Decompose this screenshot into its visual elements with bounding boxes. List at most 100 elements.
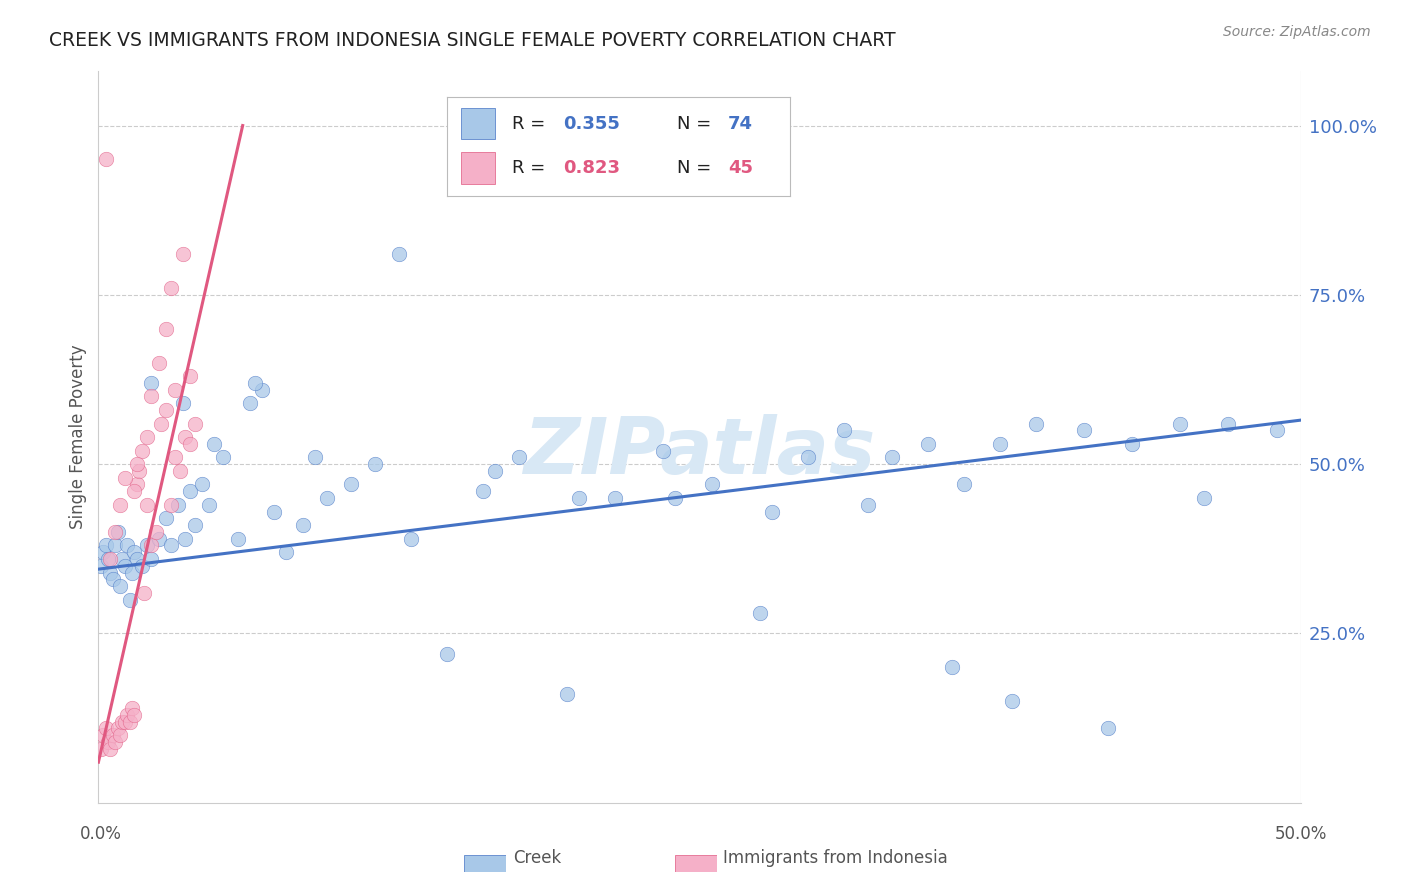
Point — [388, 247, 411, 261]
Point — [135, 538, 157, 552]
Point — [107, 524, 129, 539]
Point — [135, 498, 157, 512]
Point — [131, 558, 153, 573]
Point — [101, 728, 124, 742]
Point — [1001, 694, 1024, 708]
Point — [108, 728, 131, 742]
Point — [250, 383, 273, 397]
Point — [100, 552, 122, 566]
Point — [315, 491, 337, 505]
Point — [364, 457, 387, 471]
Point — [124, 707, 146, 722]
Point — [472, 484, 495, 499]
Text: ZIPatlas: ZIPatlas — [523, 414, 876, 490]
Point — [166, 498, 188, 512]
Point — [212, 450, 235, 465]
Text: Source: ZipAtlas.com: Source: ZipAtlas.com — [1223, 25, 1371, 39]
Point — [97, 735, 120, 749]
Point — [988, 437, 1011, 451]
Point — [856, 498, 879, 512]
Point — [191, 477, 214, 491]
Point — [832, 423, 855, 437]
Point — [1025, 417, 1047, 431]
Point — [118, 592, 141, 607]
Point — [155, 322, 177, 336]
Point — [159, 498, 181, 512]
Point — [149, 417, 172, 431]
Point — [226, 532, 249, 546]
Point — [761, 505, 783, 519]
Point — [1218, 417, 1240, 431]
Point — [274, 545, 297, 559]
Point — [169, 464, 191, 478]
Point — [94, 721, 117, 735]
Point — [118, 714, 141, 729]
Point — [179, 369, 201, 384]
Text: 0.0%: 0.0% — [80, 825, 122, 843]
Point — [953, 477, 976, 491]
Point — [114, 714, 136, 729]
Point — [291, 518, 314, 533]
Point — [121, 566, 143, 580]
Point — [174, 430, 197, 444]
Point — [104, 524, 127, 539]
Point — [1194, 491, 1216, 505]
Point — [796, 450, 818, 465]
Point — [179, 437, 201, 451]
Point — [1265, 423, 1288, 437]
Point — [165, 450, 187, 465]
Point — [124, 545, 146, 559]
Point — [141, 552, 163, 566]
Point — [117, 538, 139, 552]
Point — [97, 552, 120, 566]
Text: 50.0%: 50.0% — [1274, 825, 1327, 843]
Point — [117, 707, 139, 722]
Point — [121, 701, 143, 715]
Point — [568, 491, 591, 505]
Point — [183, 417, 205, 431]
Y-axis label: Single Female Poverty: Single Female Poverty — [69, 345, 87, 529]
Point — [124, 484, 146, 499]
Point — [172, 396, 194, 410]
Point — [165, 383, 187, 397]
Point — [125, 477, 148, 491]
Point — [135, 430, 157, 444]
Point — [155, 403, 177, 417]
Point — [664, 491, 686, 505]
Point — [104, 538, 127, 552]
Point — [748, 606, 770, 620]
Text: Creek: Creek — [513, 849, 561, 867]
Point — [263, 505, 285, 519]
Point — [155, 511, 177, 525]
Point — [131, 443, 153, 458]
Point — [179, 484, 201, 499]
Text: Immigrants from Indonesia: Immigrants from Indonesia — [723, 849, 948, 867]
Point — [111, 714, 134, 729]
Point — [652, 443, 675, 458]
Point — [243, 376, 266, 390]
Point — [148, 532, 170, 546]
Point — [340, 477, 363, 491]
Point — [1073, 423, 1095, 437]
Point — [172, 247, 194, 261]
Point — [111, 552, 134, 566]
Point — [90, 741, 112, 756]
Point — [94, 538, 117, 552]
Point — [91, 545, 114, 559]
Point — [104, 735, 127, 749]
Point — [128, 464, 150, 478]
Point — [239, 396, 262, 410]
Point — [304, 450, 326, 465]
Point — [700, 477, 723, 491]
Point — [108, 498, 131, 512]
Point — [132, 586, 155, 600]
Point — [508, 450, 530, 465]
Point — [148, 355, 170, 369]
Point — [880, 450, 903, 465]
Point — [107, 721, 129, 735]
Point — [198, 498, 221, 512]
Point — [159, 538, 181, 552]
Point — [101, 572, 124, 586]
Point — [183, 518, 205, 533]
Point — [145, 524, 167, 539]
